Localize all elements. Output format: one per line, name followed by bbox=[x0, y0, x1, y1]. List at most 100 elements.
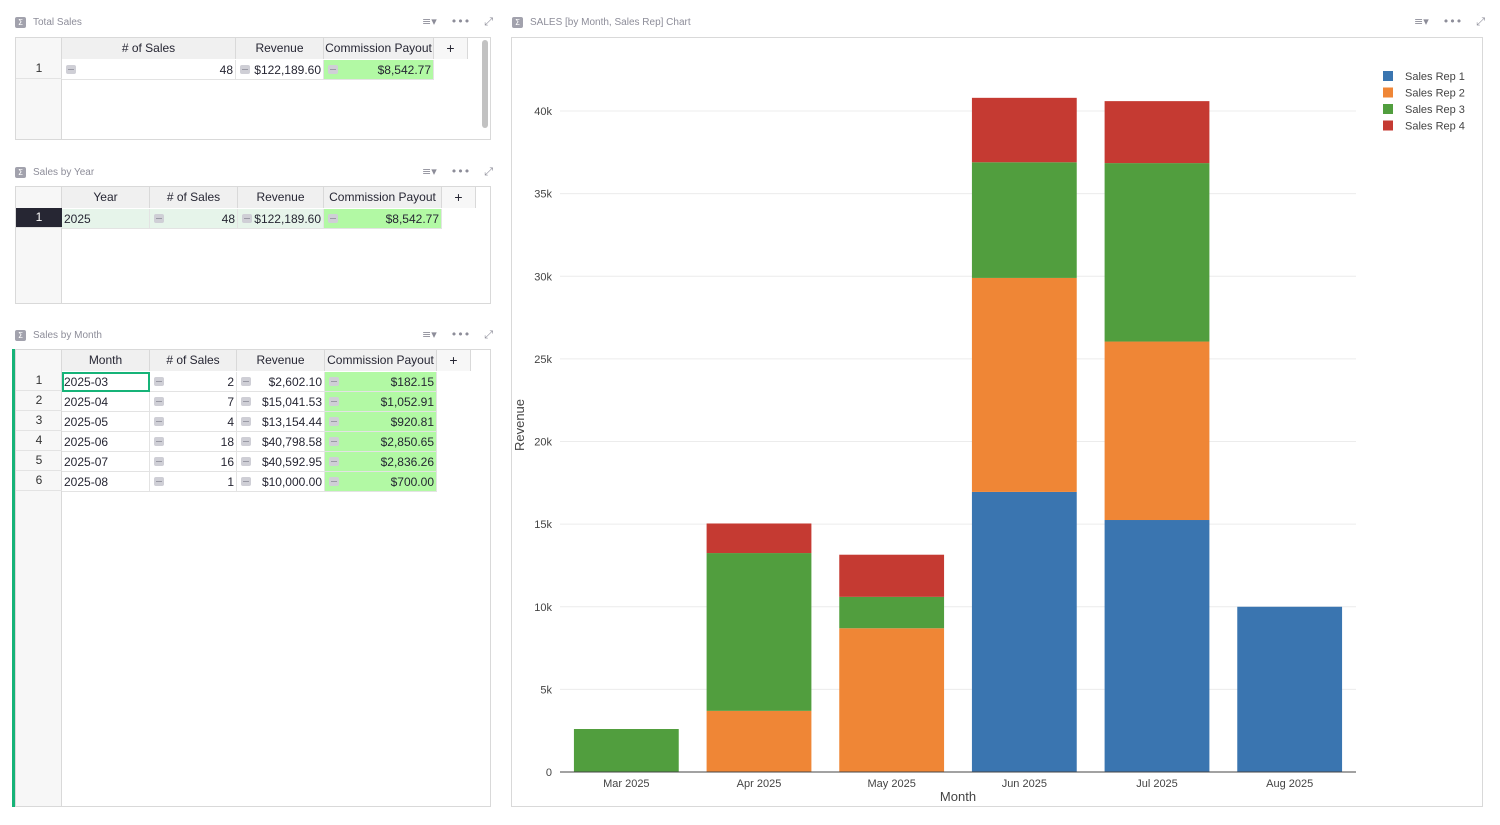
commission-cell[interactable]: $920.81 bbox=[325, 412, 437, 432]
y-tick-label: 35k bbox=[534, 189, 552, 201]
chart-widget-title: Σ SALES [by Month, Sales Rep] Chart bbox=[512, 15, 691, 29]
column-header-sales[interactable]: # of Sales bbox=[150, 187, 238, 208]
sales-count-cell[interactable]: 48 bbox=[62, 60, 236, 80]
column-header-sales[interactable]: # of Sales bbox=[150, 350, 237, 371]
year-cell[interactable]: 2025 bbox=[62, 209, 150, 229]
sort-filter-icon[interactable]: ≡▾ bbox=[1414, 15, 1429, 28]
commission-cell[interactable]: $182.15 bbox=[325, 372, 437, 392]
column-header-year[interactable]: Year bbox=[62, 187, 150, 208]
month-cell[interactable]: 2025-04 bbox=[62, 392, 150, 412]
more-options-icon[interactable]: ••• bbox=[450, 165, 471, 178]
row-numbers-column: 1 bbox=[16, 187, 62, 303]
commission-cell[interactable]: $2,836.26 bbox=[325, 452, 437, 472]
expand-icon[interactable]: ⤢ bbox=[1476, 15, 1486, 28]
formula-icon bbox=[241, 477, 251, 486]
row-number[interactable]: 6 bbox=[16, 471, 62, 491]
table-row: 2025-06 18 $40,798.58 $2,850.65 bbox=[62, 432, 437, 452]
total-sales-grid[interactable]: 1 # of Sales Revenue Commission Payout +… bbox=[15, 37, 491, 140]
chart-container[interactable]: 0 5k 10k 15k 20k 25k 30k 35k 40k Mar 2025 Apr 2025… bbox=[511, 37, 1483, 807]
bar-segment bbox=[573, 729, 679, 772]
revenue-cell[interactable]: $122,189.60 bbox=[238, 209, 324, 229]
bar-segment bbox=[1104, 341, 1210, 521]
row-number[interactable]: 1 bbox=[16, 208, 62, 228]
column-header-commission[interactable]: Commission Payout bbox=[324, 38, 434, 59]
column-header-revenue[interactable]: Revenue bbox=[236, 38, 324, 59]
revenue-cell[interactable]: $10,000.00 bbox=[237, 472, 325, 492]
formula-icon bbox=[154, 214, 164, 223]
sales-by-year-grid[interactable]: 1 Year # of Sales Revenue Commission Pay… bbox=[15, 186, 491, 304]
x-axis-title: Month bbox=[940, 789, 976, 804]
more-options-icon[interactable]: ••• bbox=[450, 15, 471, 28]
column-header-commission[interactable]: Commission Payout bbox=[324, 187, 442, 208]
month-cell[interactable]: 2025-08 bbox=[62, 472, 150, 492]
bar-segment bbox=[971, 491, 1077, 772]
sales-count-cell[interactable]: 2 bbox=[150, 372, 237, 392]
table-row: 48 $122,189.60 $8,542.77 bbox=[62, 60, 434, 80]
commission-cell[interactable]: $8,542.77 bbox=[324, 60, 434, 80]
vertical-scrollbar[interactable] bbox=[482, 40, 488, 128]
formula-icon bbox=[329, 397, 339, 406]
sales-count-cell[interactable]: 7 bbox=[150, 392, 237, 412]
revenue-cell[interactable]: $13,154.44 bbox=[237, 412, 325, 432]
add-column-button[interactable]: + bbox=[434, 38, 468, 59]
column-header-revenue[interactable]: Revenue bbox=[238, 187, 324, 208]
expand-icon[interactable]: ⤢ bbox=[484, 15, 494, 28]
month-cell[interactable]: 2025-06 bbox=[62, 432, 150, 452]
revenue-cell[interactable]: $122,189.60 bbox=[236, 60, 324, 80]
row-number[interactable]: 1 bbox=[16, 371, 62, 391]
revenue-cell[interactable]: $2,602.10 bbox=[237, 372, 325, 392]
sales-count-cell[interactable]: 1 bbox=[150, 472, 237, 492]
expand-icon[interactable]: ⤢ bbox=[484, 328, 494, 341]
row-number[interactable]: 5 bbox=[16, 451, 62, 471]
row-number[interactable]: 4 bbox=[16, 431, 62, 451]
bar-segment bbox=[706, 553, 812, 711]
commission-cell[interactable]: $1,052.91 bbox=[325, 392, 437, 412]
add-column-button[interactable]: + bbox=[437, 350, 471, 371]
bar-segment bbox=[839, 628, 945, 772]
sales-by-month-grid[interactable]: 1 2 3 4 5 6 Month # of Sales Revenue Com… bbox=[15, 349, 491, 807]
sales-count-cell[interactable]: 16 bbox=[150, 452, 237, 472]
column-header-sales[interactable]: # of Sales bbox=[62, 38, 236, 59]
sort-filter-icon[interactable]: ≡▾ bbox=[422, 165, 437, 178]
revenue-cell[interactable]: $40,798.58 bbox=[237, 432, 325, 452]
table-row: 2025-05 4 $13,154.44 $920.81 bbox=[62, 412, 437, 432]
bar-segment bbox=[1237, 606, 1343, 772]
row-number[interactable]: 2 bbox=[16, 391, 62, 411]
more-options-icon[interactable]: ••• bbox=[450, 328, 471, 341]
month-cell[interactable]: 2025-03 bbox=[62, 372, 150, 392]
y-tick-label: 10k bbox=[534, 602, 552, 614]
row-number[interactable]: 1 bbox=[16, 59, 62, 79]
column-header-revenue[interactable]: Revenue bbox=[237, 350, 325, 371]
sales-by-month-title: Σ Sales by Month bbox=[15, 328, 102, 342]
column-header-month[interactable]: Month bbox=[62, 350, 150, 371]
y-tick-label: 25k bbox=[534, 354, 552, 366]
row-numbers-column: 1 2 3 4 5 6 bbox=[16, 350, 62, 806]
cell-value: $1,052.91 bbox=[380, 395, 434, 409]
formula-icon bbox=[241, 437, 251, 446]
add-column-button[interactable]: + bbox=[442, 187, 476, 208]
column-header-commission[interactable]: Commission Payout bbox=[325, 350, 437, 371]
expand-icon[interactable]: ⤢ bbox=[484, 165, 494, 178]
month-cell[interactable]: 2025-05 bbox=[62, 412, 150, 432]
widget-title-text: Sales by Month bbox=[33, 329, 102, 341]
commission-cell[interactable]: $2,850.65 bbox=[325, 432, 437, 452]
sales-count-cell[interactable]: 4 bbox=[150, 412, 237, 432]
revenue-cell[interactable]: $15,041.53 bbox=[237, 392, 325, 412]
more-options-icon[interactable]: ••• bbox=[1442, 15, 1463, 28]
month-cell[interactable]: 2025-07 bbox=[62, 452, 150, 472]
commission-cell[interactable]: $8,542.77 bbox=[324, 209, 442, 229]
commission-cell[interactable]: $700.00 bbox=[325, 472, 437, 492]
row-number[interactable]: 3 bbox=[16, 411, 62, 431]
bar-segment bbox=[839, 554, 945, 597]
sales-count-cell[interactable]: 18 bbox=[150, 432, 237, 452]
column-headers: # of Sales Revenue Commission Payout + bbox=[62, 38, 468, 59]
formula-icon bbox=[329, 437, 339, 446]
sigma-icon: Σ bbox=[15, 16, 26, 28]
legend-label: Sales Rep 1 bbox=[1405, 71, 1465, 83]
bar-segment bbox=[839, 596, 945, 629]
legend-label: Sales Rep 4 bbox=[1405, 121, 1465, 133]
sort-filter-icon[interactable]: ≡▾ bbox=[422, 15, 437, 28]
revenue-cell[interactable]: $40,592.95 bbox=[237, 452, 325, 472]
sort-filter-icon[interactable]: ≡▾ bbox=[422, 328, 437, 341]
sales-count-cell[interactable]: 48 bbox=[150, 209, 238, 229]
